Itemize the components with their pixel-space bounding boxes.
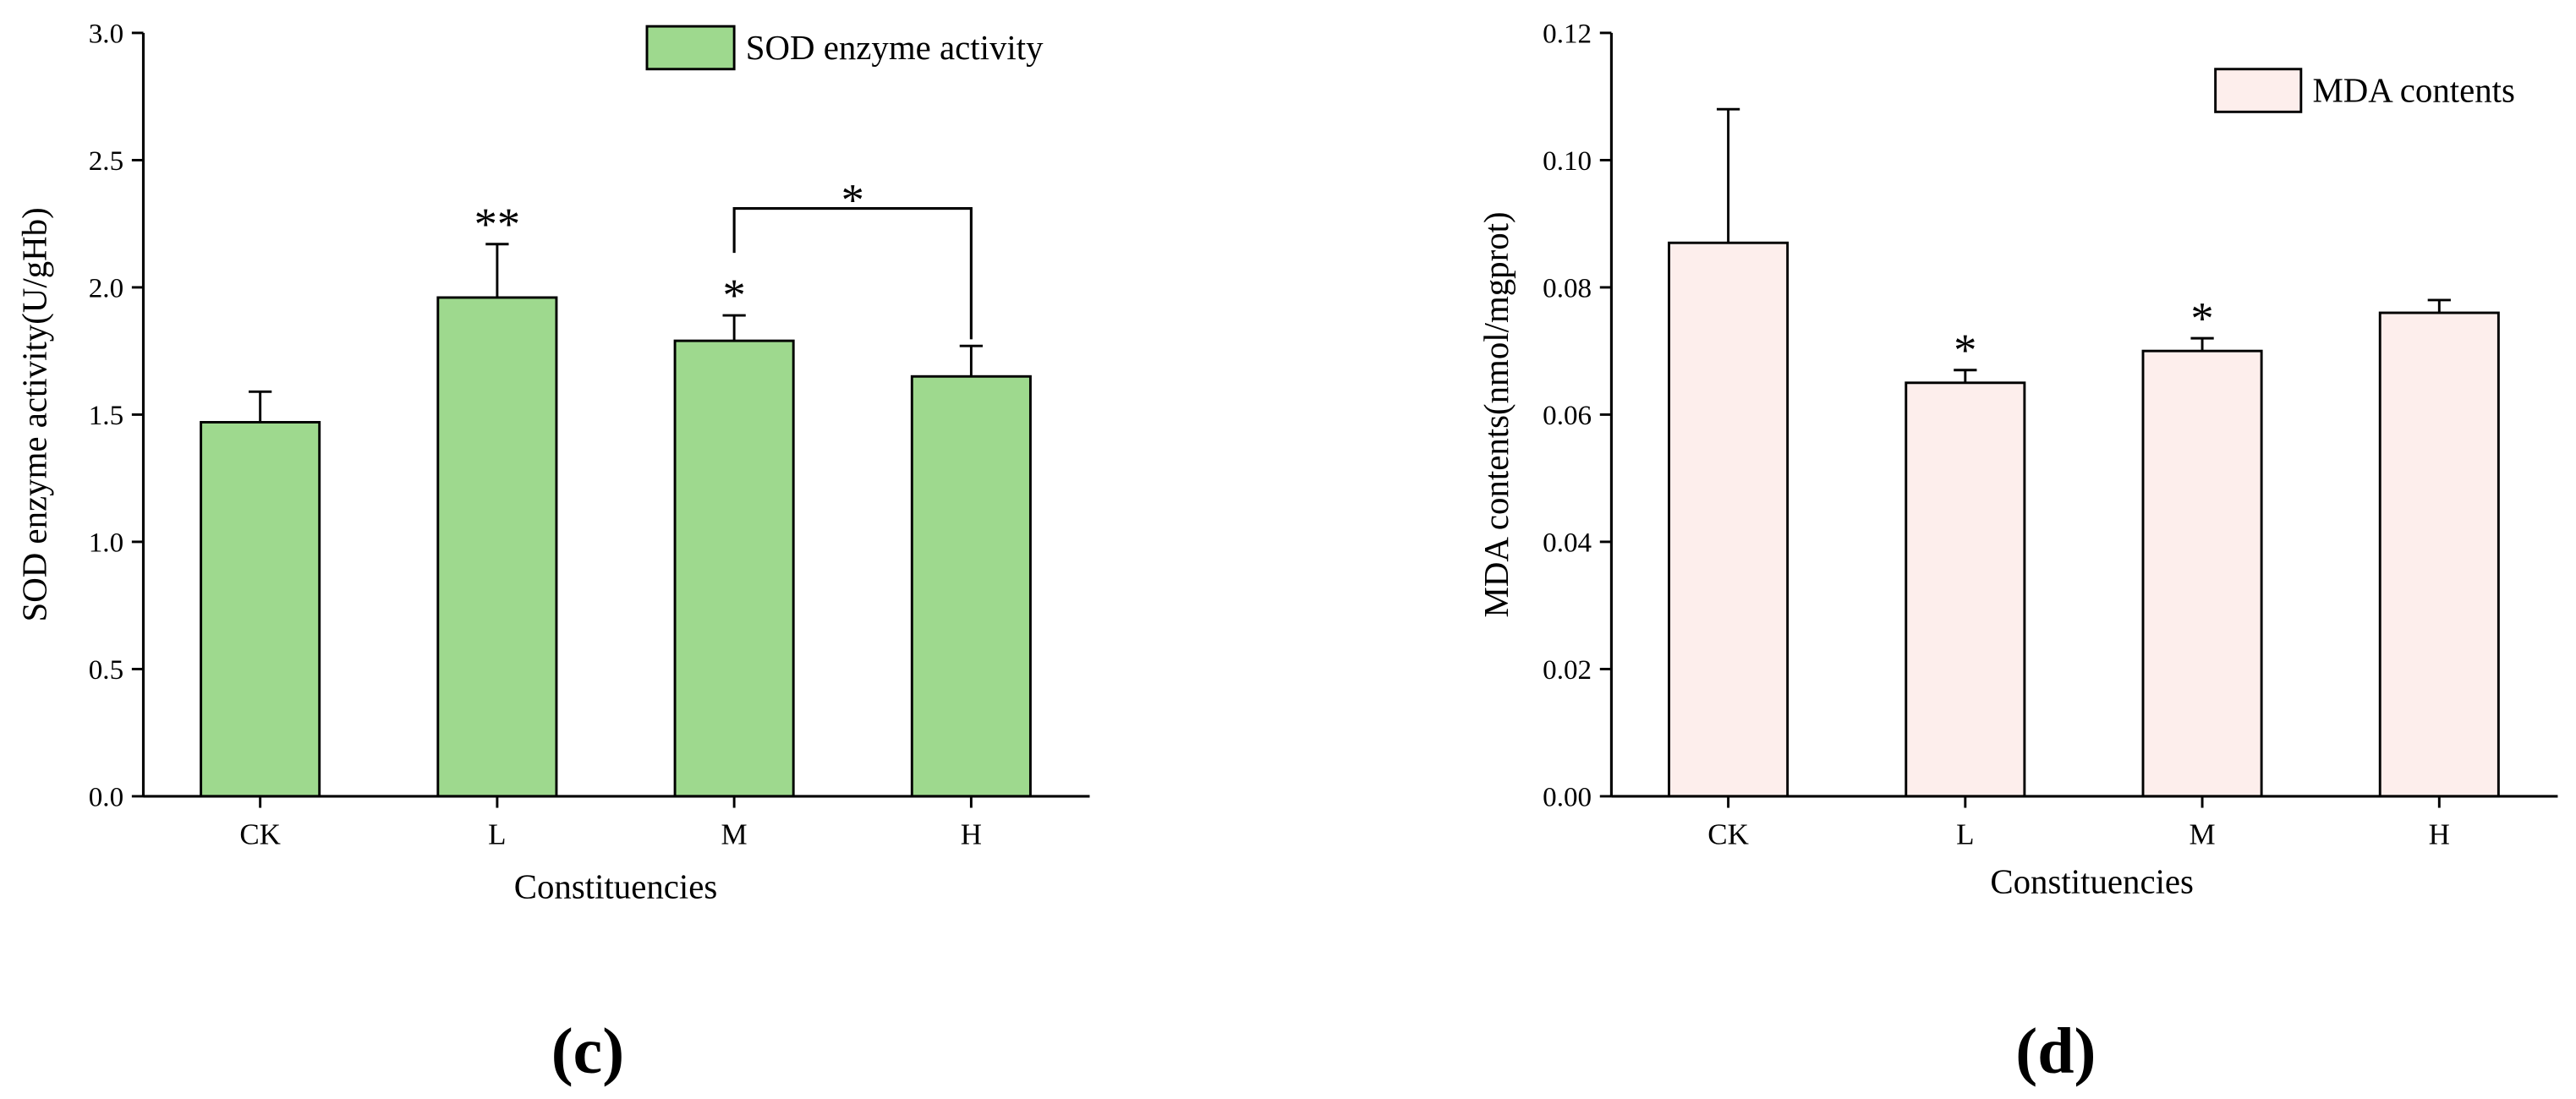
y-axis-ticks: 0.0 0.5 1.0 1.5 2.0 2.5 3.0 [89, 19, 144, 813]
legend: MDA contents [2214, 68, 2515, 113]
y-axis-title: MDA contents(nmol/mgprot) [1477, 211, 1515, 617]
y-tick-label: 0.08 [1543, 274, 1592, 304]
y-axis-ticks: 0.00 0.02 0.04 0.06 0.08 0.10 0.12 [1543, 19, 1612, 813]
x-axis-title: Constituencies [514, 868, 718, 906]
significance-mark-l: * [1954, 324, 1976, 375]
bracket-significance-mark: * [841, 173, 864, 225]
y-tick-label: 0.0 [89, 783, 123, 813]
error-bar-h [2427, 298, 2451, 314]
bars [200, 296, 1032, 798]
significance-bracket: * [732, 173, 973, 340]
legend-label: SOD enzyme activity [746, 29, 1044, 67]
panel-label: (d) [2015, 1014, 2096, 1087]
y-tick-label: 1.5 [89, 401, 123, 431]
x-tick-label-m: M [721, 817, 748, 850]
y-tick-label: 0.06 [1543, 401, 1592, 431]
x-tick-label-m: M [2189, 817, 2215, 850]
error-bar-ck [1716, 107, 1740, 243]
error-bar-l [1954, 369, 1977, 383]
y-tick-label: 0.10 [1543, 146, 1592, 177]
x-axis-title: Constituencies [1990, 863, 2194, 901]
x-axis-ticks: CK L M H [239, 796, 982, 850]
bracket-line [732, 206, 973, 340]
x-tick-label-l: L [488, 817, 506, 850]
bar-m [2141, 349, 2263, 798]
y-tick-label: 0.00 [1543, 783, 1592, 813]
y-tick-label: 2.0 [89, 274, 123, 304]
error-bar-m [722, 314, 746, 342]
legend: SOD enzyme activity [645, 25, 1044, 71]
x-tick-label-ck: CK [1707, 817, 1749, 850]
error-bars [249, 243, 983, 423]
panel-label: (c) [551, 1014, 624, 1087]
legend-label: MDA contents [2312, 72, 2514, 110]
significance-mark-m: * [2190, 292, 2213, 343]
y-tick-label: 0.12 [1543, 19, 1592, 50]
panel-d-mda-chart: CK L M H 0.00 0.02 0.04 0.06 0.08 0.10 0.12 * * MDA c… [1477, 19, 2558, 1087]
x-tick-label-h: H [961, 817, 982, 850]
y-tick-label: 1.0 [89, 528, 123, 559]
bar-l [436, 296, 558, 798]
y-tick-label: 0.5 [89, 655, 123, 686]
x-axis-ticks: CK L M H [1707, 796, 2450, 850]
bar-m [673, 339, 795, 798]
significance-mark-m: * [723, 269, 746, 320]
legend-swatch [2214, 68, 2303, 113]
error-bars [1716, 107, 2451, 383]
error-bar-ck [249, 390, 272, 423]
x-tick-label-ck: CK [239, 817, 281, 850]
panel-c-sod-chart: CK L M H0.00.51.01.52.02.53.0****SOD enzyme… [16, 19, 1090, 1087]
y-tick-label: 0.04 [1543, 528, 1592, 559]
bar-l [1905, 381, 2026, 798]
bar-ck [200, 420, 321, 798]
x-tick-label-h: H [2429, 817, 2450, 850]
bar-ck [1668, 241, 1789, 798]
y-tick-label: 0.02 [1543, 655, 1592, 686]
legend-swatch [645, 25, 736, 71]
error-bar-m [2190, 336, 2214, 352]
y-tick-label: 3.0 [89, 19, 123, 50]
bar-h [910, 375, 1032, 798]
bar-h [2378, 311, 2500, 798]
error-bar-h [959, 344, 983, 377]
error-bar-l [485, 243, 509, 298]
x-tick-label-l: L [1956, 817, 1974, 850]
y-tick-label: 2.5 [89, 146, 123, 177]
y-axis-title: SOD enzyme activity(U/gHb) [16, 207, 54, 621]
significance-mark-l: ** [474, 198, 520, 249]
